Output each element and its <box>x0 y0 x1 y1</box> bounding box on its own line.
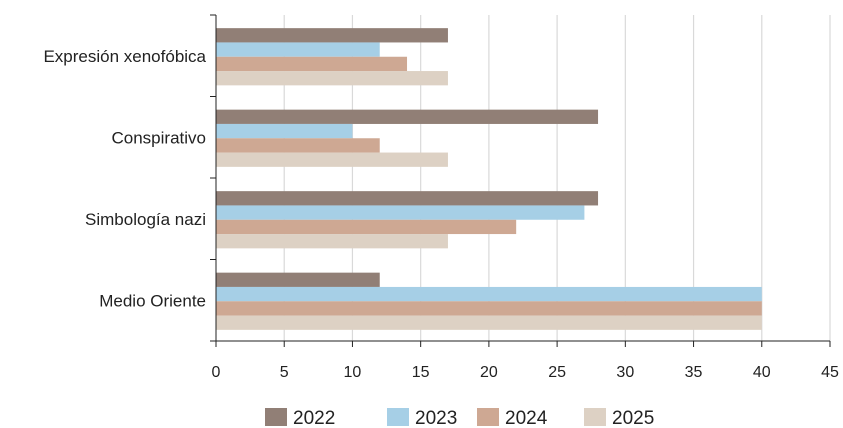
bars <box>216 28 762 330</box>
x-tick-label: 40 <box>753 364 771 381</box>
bar-2025 <box>216 315 762 330</box>
x-tick-label: 30 <box>616 364 634 381</box>
x-tick-label: 45 <box>821 364 839 381</box>
bar-2025 <box>216 71 448 86</box>
legend: 2022 2023 2024 2025 <box>265 408 654 428</box>
axes <box>210 14 831 347</box>
legend-label-2023: 2023 <box>415 408 457 428</box>
category-label: Expresión xenofóbica <box>43 47 206 66</box>
bar-2022 <box>216 272 380 287</box>
legend-swatch-2023 <box>387 408 409 426</box>
category-label: Simbología nazi <box>85 210 206 229</box>
legend-label-2024: 2024 <box>505 408 548 428</box>
legend-swatch-2025 <box>584 408 606 426</box>
x-tick-label: 25 <box>548 364 566 381</box>
bar-2023 <box>216 42 380 57</box>
bar-2024 <box>216 301 762 316</box>
bar-2022 <box>216 109 599 124</box>
x-tick-label: 5 <box>280 364 289 381</box>
bar-2022 <box>216 28 448 43</box>
x-tick-label: 20 <box>480 364 498 381</box>
bar-2024 <box>216 138 380 153</box>
x-tick-label: 0 <box>212 364 221 381</box>
bar-2023 <box>216 123 353 139</box>
legend-swatch-2024 <box>477 408 499 426</box>
bar-2024 <box>216 56 408 72</box>
bar-2023 <box>216 205 585 220</box>
category-label: Conspirativo <box>112 128 207 147</box>
legend-swatch-2022 <box>265 408 287 426</box>
legend-label-2022: 2022 <box>293 408 335 428</box>
bar-2022 <box>216 191 599 206</box>
bar-2024 <box>216 219 517 235</box>
x-tick-label: 10 <box>344 364 362 381</box>
bar-2023 <box>216 286 762 302</box>
bar-2025 <box>216 152 448 167</box>
bar-2025 <box>216 234 448 249</box>
x-tick-label: 15 <box>412 364 430 381</box>
legend-label-2025: 2025 <box>612 408 654 428</box>
category-label: Medio Oriente <box>99 291 206 310</box>
labels: 0 5 10 15 20 25 30 35 40 45 Expresión xenofóbica Co… <box>43 47 839 381</box>
x-tick-label: 35 <box>685 364 703 381</box>
